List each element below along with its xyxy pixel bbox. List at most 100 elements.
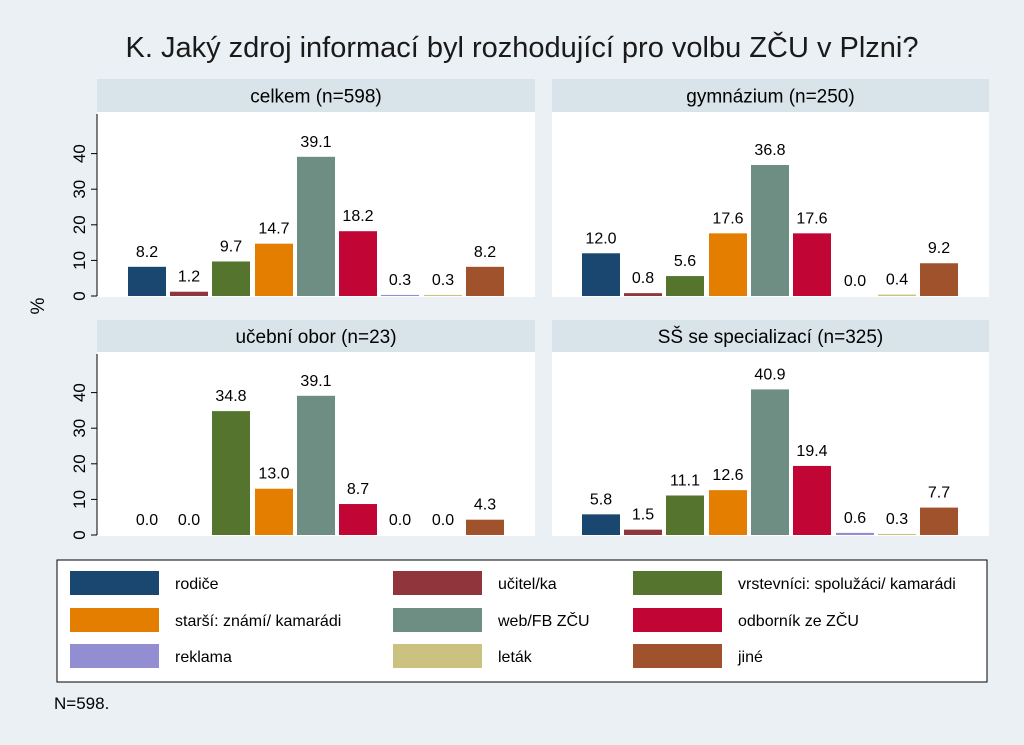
bar-5 bbox=[297, 395, 335, 535]
y-axis-label: % bbox=[28, 297, 49, 314]
data-label: 0.6 bbox=[844, 510, 866, 527]
data-label: 39.1 bbox=[300, 373, 331, 390]
data-label: 13.0 bbox=[258, 466, 289, 483]
panel-header bbox=[97, 79, 535, 112]
data-label: 19.4 bbox=[796, 443, 827, 460]
legend-label: odborník ze ZČU bbox=[738, 611, 859, 630]
bar-6 bbox=[339, 504, 377, 535]
y-tick-label: 20 bbox=[70, 454, 89, 473]
data-label: 1.2 bbox=[178, 269, 200, 286]
data-label: 17.6 bbox=[796, 210, 827, 227]
panel-title: SŠ se specializací (n=325) bbox=[658, 326, 883, 348]
bar-5 bbox=[751, 164, 789, 296]
bar-5 bbox=[297, 156, 335, 296]
data-label: 1.5 bbox=[632, 507, 654, 524]
legend-label: rodiče bbox=[175, 576, 219, 593]
y-tick-label: 40 bbox=[70, 144, 89, 163]
panel-header bbox=[552, 79, 989, 112]
data-label: 14.7 bbox=[258, 221, 289, 238]
data-label: 9.2 bbox=[928, 240, 950, 257]
data-label: 0.0 bbox=[844, 273, 866, 290]
y-tick-label: 20 bbox=[70, 215, 89, 234]
data-label: 8.2 bbox=[474, 244, 496, 261]
bar-6 bbox=[793, 465, 831, 535]
data-label: 11.1 bbox=[670, 472, 700, 489]
panel-4: SŠ se specializací (n=325) 5.8 1.5 11.1 12.6… bbox=[552, 320, 989, 536]
panel-title: gymnázium (n=250) bbox=[686, 87, 854, 108]
data-label: 40.9 bbox=[754, 366, 785, 383]
legend-label: učitel/ka bbox=[498, 576, 557, 593]
data-label: 4.3 bbox=[474, 497, 496, 514]
legend-swatch bbox=[70, 571, 159, 595]
bar-8 bbox=[878, 294, 916, 296]
legend-label: jiné bbox=[737, 649, 763, 666]
data-label: 0.3 bbox=[389, 272, 411, 289]
legend-label: vrstevníci: spolužáci/ kamarádi bbox=[738, 576, 956, 593]
panel-2: gymnázium (n=250) 12.0 0.8 5.6 17.6 36.8 17.6 0… bbox=[552, 79, 989, 297]
legend-swatch bbox=[393, 644, 482, 668]
data-label: 5.8 bbox=[590, 491, 612, 508]
data-label: 5.6 bbox=[674, 253, 696, 270]
panel-header bbox=[97, 320, 535, 352]
panel-header bbox=[552, 320, 989, 352]
bar-2 bbox=[170, 291, 208, 296]
data-label: 0.0 bbox=[432, 512, 454, 529]
panel-3: učební obor (n=23) 0 10 20 30 40 0.0 0.0 34.8 13.… bbox=[70, 320, 535, 540]
data-label: 36.8 bbox=[754, 142, 785, 159]
legend-swatch bbox=[633, 608, 722, 632]
panel-title: celkem (n=598) bbox=[250, 87, 381, 108]
legend-swatch bbox=[70, 644, 159, 668]
legend-swatch bbox=[633, 644, 722, 668]
y-tick-label: 0 bbox=[70, 530, 89, 539]
data-label: 18.2 bbox=[342, 208, 373, 225]
legend-swatch bbox=[70, 608, 159, 632]
bar-1 bbox=[582, 253, 620, 296]
data-label: 17.6 bbox=[712, 210, 743, 227]
panel-1: celkem (n=598) 0 10 20 30 40 8.2 1.2 9.7 14.7 39.1… bbox=[70, 79, 535, 301]
data-label: 12.0 bbox=[585, 230, 616, 247]
bar-4 bbox=[255, 488, 293, 535]
data-label: 12.6 bbox=[712, 467, 743, 484]
data-label: 39.1 bbox=[300, 134, 331, 151]
bar-9 bbox=[920, 507, 958, 535]
chart-title: K. Jaký zdroj informací byl rozhodující … bbox=[126, 30, 919, 64]
legend-label: web/FB ZČU bbox=[497, 611, 590, 630]
bar-6 bbox=[339, 231, 377, 296]
bar-8 bbox=[878, 533, 916, 535]
bar-8 bbox=[424, 294, 462, 296]
bar-4 bbox=[709, 490, 747, 535]
bar-7 bbox=[381, 294, 419, 296]
bar-3 bbox=[666, 495, 704, 535]
bar-2 bbox=[624, 529, 662, 535]
bar-6 bbox=[793, 233, 831, 296]
legend-label: reklama bbox=[175, 649, 232, 666]
bar-9 bbox=[920, 263, 958, 296]
data-label: 0.0 bbox=[389, 512, 411, 529]
data-label: 0.3 bbox=[432, 272, 454, 289]
bar-1 bbox=[128, 266, 166, 296]
y-tick-label: 30 bbox=[70, 180, 89, 199]
panels: celkem (n=598) 0 10 20 30 40 8.2 1.2 9.7 14.7 39.1… bbox=[70, 79, 989, 540]
bar-3 bbox=[212, 261, 250, 296]
legend-swatch bbox=[393, 571, 482, 595]
y-tick-label: 0 bbox=[70, 291, 89, 300]
data-label: 8.2 bbox=[136, 244, 158, 261]
data-label: 34.8 bbox=[215, 388, 246, 405]
legend-label: leták bbox=[498, 649, 533, 666]
data-label: 7.7 bbox=[928, 485, 950, 502]
legend-box bbox=[56, 559, 988, 683]
data-label: 0.0 bbox=[178, 512, 200, 529]
data-label: 0.8 bbox=[632, 270, 654, 287]
bar-9 bbox=[466, 266, 504, 296]
footnote: N=598. bbox=[54, 694, 109, 713]
y-tick-label: 10 bbox=[70, 251, 89, 270]
bar-4 bbox=[709, 233, 747, 296]
data-label: 0.3 bbox=[886, 511, 908, 528]
y-tick-label: 30 bbox=[70, 419, 89, 438]
y-tick-label: 40 bbox=[70, 383, 89, 402]
bar-4 bbox=[255, 243, 293, 296]
data-label: 0.0 bbox=[136, 512, 158, 529]
legend: rodiče učitel/ka vrstevníci: spolužáci/ ka… bbox=[56, 559, 988, 683]
bar-7 bbox=[836, 532, 874, 535]
